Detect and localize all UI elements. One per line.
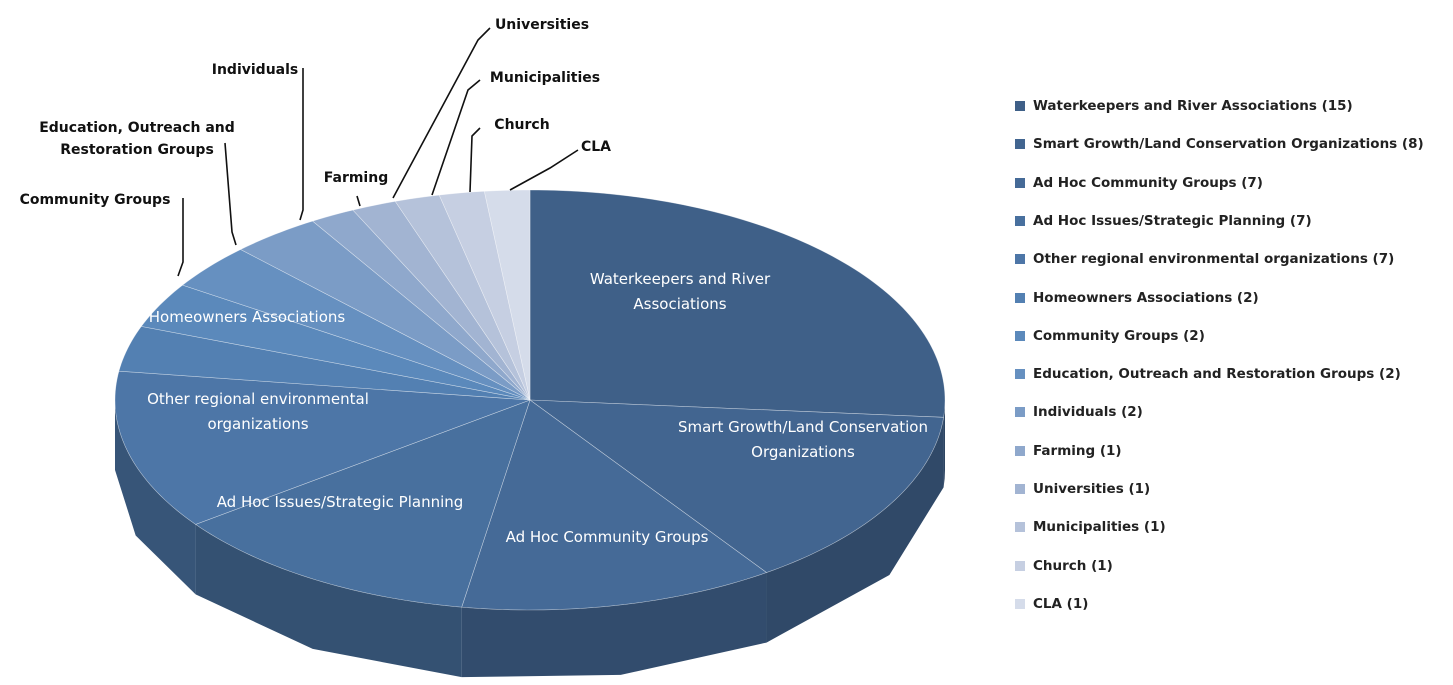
legend-swatch bbox=[1015, 254, 1025, 265]
legend-swatch bbox=[1015, 139, 1025, 150]
slice-side bbox=[461, 572, 767, 678]
legend-item: Community Groups (2) bbox=[1015, 328, 1205, 344]
leader-line bbox=[224, 142, 237, 246]
legend-label: Waterkeepers and River Associations (15) bbox=[1033, 98, 1353, 114]
slice-side bbox=[195, 524, 462, 678]
slice-label: Smart Growth/Land Conservation Organizat… bbox=[677, 418, 928, 461]
slice bbox=[438, 190, 531, 401]
legend-item: Ad Hoc Community Groups (7) bbox=[1015, 175, 1263, 191]
legend-swatch bbox=[1015, 292, 1025, 303]
legend-item: Individuals (2) bbox=[1015, 404, 1143, 420]
legend-swatch bbox=[1015, 522, 1025, 533]
legend-label: Individuals (2) bbox=[1033, 404, 1143, 421]
legend-item: Education, Outreach and Restoration Grou… bbox=[1015, 366, 1401, 382]
legend-label: Farming (1) bbox=[1033, 442, 1122, 459]
legend-swatch bbox=[1015, 101, 1025, 111]
slice bbox=[140, 284, 531, 401]
legend-label: Church (1) bbox=[1033, 557, 1113, 574]
legend-swatch bbox=[1015, 560, 1025, 571]
slice-side bbox=[943, 400, 945, 488]
leader-line bbox=[299, 68, 304, 221]
callout-label: Universities bbox=[494, 17, 590, 33]
legend-item: Other regional environmental organizatio… bbox=[1015, 251, 1394, 267]
legend-label: Universities (1) bbox=[1033, 481, 1151, 497]
legend-swatch bbox=[1015, 369, 1025, 380]
legend-item: CLA (1) bbox=[1015, 596, 1088, 612]
slice bbox=[483, 189, 531, 401]
callout-label: Church bbox=[494, 117, 550, 133]
legend-swatch bbox=[1015, 177, 1025, 188]
slice bbox=[352, 201, 531, 401]
legend-label: Education, Outreach and Restoration Grou… bbox=[1033, 366, 1401, 383]
slice bbox=[461, 399, 768, 611]
slice-side bbox=[766, 417, 944, 643]
leader-line bbox=[356, 195, 361, 207]
callout-label: Community Groups bbox=[19, 192, 171, 208]
legend-item: Smart Growth/Land Conservation Organizat… bbox=[1015, 136, 1424, 152]
legend-swatch bbox=[1015, 407, 1025, 418]
legend-label: Municipalities (1) bbox=[1033, 519, 1166, 536]
slice bbox=[194, 399, 531, 608]
slice bbox=[239, 220, 531, 401]
legend-swatch bbox=[1015, 215, 1025, 226]
slice-label: Waterkeepers and River Associations bbox=[589, 270, 771, 313]
slice bbox=[394, 194, 531, 401]
slice bbox=[118, 326, 531, 401]
legend-label: Homeowners Associations (2) bbox=[1033, 289, 1259, 306]
legend-label: Other regional environmental organizatio… bbox=[1033, 251, 1395, 268]
legend-label: Community Groups (2) bbox=[1033, 327, 1205, 344]
legend-item: Farming (1) bbox=[1015, 443, 1122, 459]
leader-line bbox=[431, 79, 481, 196]
legend-item: Universities (1) bbox=[1015, 481, 1150, 497]
legend-item: Waterkeepers and River Associations (15) bbox=[1015, 98, 1353, 114]
legend-item: Homeowners Associations (2) bbox=[1015, 290, 1259, 306]
callout-label: CLA bbox=[580, 139, 612, 155]
legend-swatch bbox=[1015, 598, 1025, 609]
callout-label: Municipalities bbox=[489, 70, 601, 86]
legend-label: Ad Hoc Issues/Strategic Planning (7) bbox=[1033, 212, 1312, 229]
legend-swatch bbox=[1015, 445, 1025, 456]
legend-item: Ad Hoc Issues/Strategic Planning (7) bbox=[1015, 213, 1312, 229]
legend-item: Municipalities (1) bbox=[1015, 519, 1166, 535]
legend-label: Smart Growth/Land Conservation Organizat… bbox=[1033, 136, 1424, 153]
legend-swatch bbox=[1015, 484, 1025, 494]
legend-swatch bbox=[1015, 330, 1025, 341]
legend-label: CLA (1) bbox=[1033, 595, 1089, 612]
slice bbox=[312, 209, 531, 401]
slice bbox=[181, 249, 531, 401]
slice-label: Other regional environmental organizatio… bbox=[147, 390, 369, 433]
callout-label: Farming bbox=[323, 170, 389, 186]
slice-side bbox=[115, 400, 196, 595]
legend-item: Church (1) bbox=[1015, 558, 1113, 574]
leader-line bbox=[392, 27, 491, 199]
slice bbox=[114, 370, 531, 525]
callout-label: Individuals bbox=[211, 62, 299, 78]
leader-line bbox=[509, 149, 579, 191]
slice bbox=[529, 399, 944, 573]
legend-label: Ad Hoc Community Groups (7) bbox=[1033, 174, 1263, 191]
callout-label: Education, Outreach and Restoration Grou… bbox=[39, 120, 235, 158]
slice bbox=[529, 189, 946, 418]
slice-label: Homeowners Associations bbox=[148, 308, 346, 326]
slice-label: Ad Hoc Issues/Strategic Planning bbox=[216, 493, 464, 511]
slice-label: Ad Hoc Community Groups bbox=[505, 528, 709, 546]
leader-line bbox=[177, 198, 184, 277]
leader-line bbox=[469, 127, 481, 193]
